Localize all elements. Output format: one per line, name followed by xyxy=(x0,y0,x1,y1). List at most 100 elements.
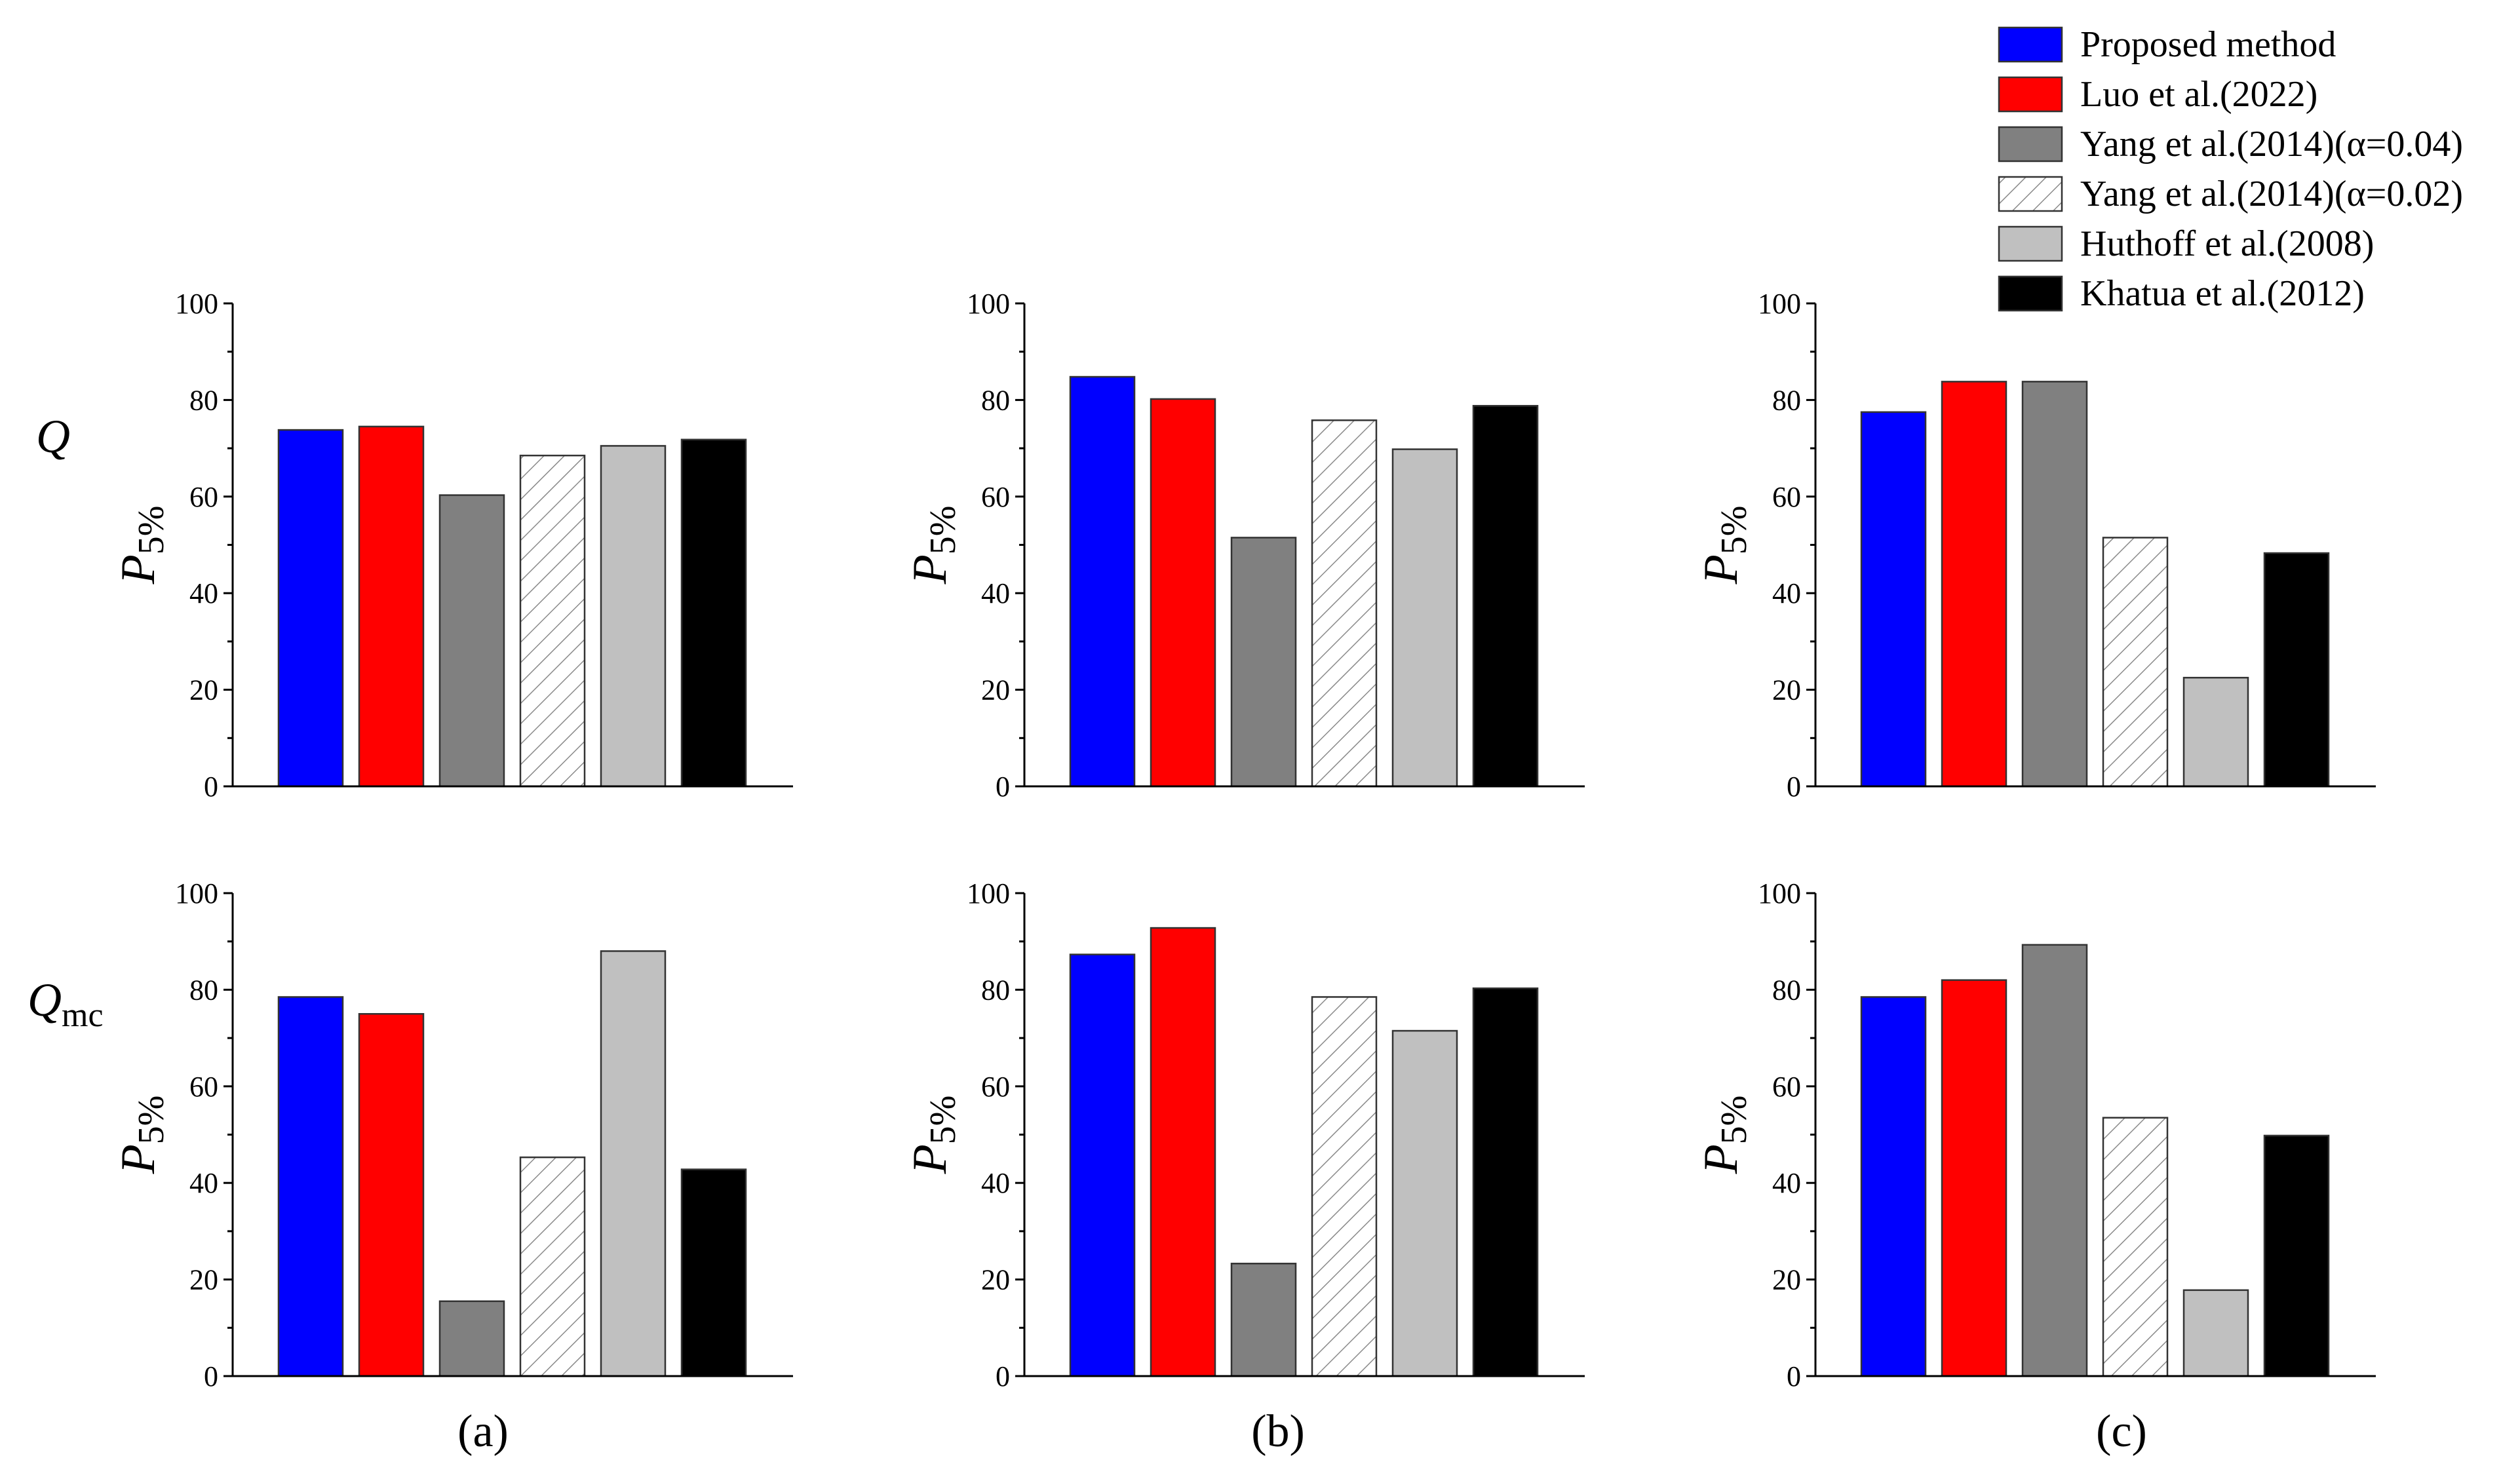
panel-qmc-c-ytick-label: 100 xyxy=(1758,877,1801,910)
legend-label-khatua: Khatua et al.(2012) xyxy=(2080,273,2365,314)
panel-qmc-a-bar-khatua xyxy=(680,1168,747,1377)
legend-label-yang002: Yang et al.(2014)(α=0.02) xyxy=(2080,174,2463,214)
panel-q-b-bar-huthoff xyxy=(1391,448,1458,788)
panel-qmc-a-ylabel: P5% xyxy=(111,1096,172,1175)
panel-qmc-b-ytick-label: 0 xyxy=(996,1360,1010,1392)
panel-qmc-a-bar-yang002 xyxy=(519,1156,586,1377)
panel-q-c-ytick-label: 20 xyxy=(1772,674,1801,706)
panel-q-c-ytick-label: 60 xyxy=(1772,481,1801,513)
panel-q-a-bar-proposed xyxy=(277,429,344,788)
panel-q-a-ylabel: P5% xyxy=(111,506,172,585)
panel-qmc-c-bar-khatua xyxy=(2263,1134,2330,1377)
panel-q-a-ytick-label: 60 xyxy=(189,481,218,513)
panel-q-b-ytick-label: 80 xyxy=(981,384,1010,416)
panel-q-b-ytick-label: 60 xyxy=(981,481,1010,513)
panel-qmc-a-ytick-label: 100 xyxy=(175,877,218,910)
panel-q-a-bar-khatua xyxy=(680,438,747,788)
panel-q-b-ylabel: P5% xyxy=(903,506,963,585)
panel-qmc-b: 0 20 40 60 80 100 P5% xyxy=(903,877,1585,1392)
panel-q-c-bar-yang004 xyxy=(2021,381,2088,788)
panel-qmc-a-ytick-label: 60 xyxy=(189,1071,218,1103)
panel-q-a-bar-huthoff xyxy=(600,445,667,788)
chart-panels: 0 20 40 60 80 100 P5% 0 20 40 60 80 100 P5% 0 20 40 60 80 1… xyxy=(111,288,2376,1392)
panel-qmc-c-ytick-label: 0 xyxy=(1787,1360,1801,1392)
legend-swatch-yang004 xyxy=(1998,126,2063,163)
panel-q-b-bar-yang004 xyxy=(1230,537,1297,788)
panel-qmc-c-ylabel: P5% xyxy=(1694,1096,1754,1175)
panel-qmc-c-bar-huthoff xyxy=(2182,1289,2249,1377)
panel-q-c-ytick-label: 0 xyxy=(1787,771,1801,803)
panel-qmc-b-bar-proposed xyxy=(1069,953,1136,1377)
legend-label-huthoff: Huthoff et al.(2008) xyxy=(2080,223,2374,264)
panel-q-a-ytick-label: 100 xyxy=(175,288,218,320)
panel-qmc-b-bar-huthoff xyxy=(1391,1029,1458,1377)
legend-swatch-huthoff xyxy=(1998,225,2063,262)
panel-qmc-a-ytick-label: 20 xyxy=(189,1264,218,1296)
panel-label-b: (b) xyxy=(1251,1406,1305,1457)
panel-q-a-bar-luo xyxy=(358,425,425,788)
panel-qmc-c-bar-yang002 xyxy=(2102,1117,2169,1377)
panel-qmc-c: 0 20 40 60 80 100 P5% xyxy=(1694,877,2376,1392)
panel-q-a-ytick-label: 20 xyxy=(189,674,218,706)
panel-qmc-b-ytick-label: 40 xyxy=(981,1167,1010,1199)
panel-q-b-bar-khatua xyxy=(1472,404,1539,788)
panel-q-c-bar-luo xyxy=(1941,381,2007,788)
panel-qmc-b-ytick-label: 20 xyxy=(981,1264,1010,1296)
panel-qmc-b-bar-yang004 xyxy=(1230,1263,1297,1377)
panel-qmc-b-bar-luo xyxy=(1150,927,1216,1377)
panel-q-a-ytick-label: 80 xyxy=(189,384,218,416)
panel-q-c-bar-yang002 xyxy=(2102,537,2169,788)
panel-q-b-ytick-label: 0 xyxy=(996,771,1010,803)
panel-qmc-c-ytick-label: 20 xyxy=(1772,1264,1801,1296)
panel-q-c-bar-huthoff xyxy=(2182,676,2249,788)
panel-q-b: 0 20 40 60 80 100 P5% xyxy=(903,288,1585,803)
panel-q-b-bar-yang002 xyxy=(1311,419,1378,788)
panel-qmc-a-ytick-label: 0 xyxy=(204,1360,218,1392)
legend-label-yang004: Yang et al.(2014)(α=0.04) xyxy=(2080,124,2463,164)
panel-q-a-bar-yang002 xyxy=(519,454,586,788)
panel-q-b-ytick-label: 20 xyxy=(981,674,1010,706)
panel-qmc-a: 0 20 40 60 80 100 P5% xyxy=(111,877,793,1392)
panel-q-c-bar-khatua xyxy=(2263,552,2330,788)
legend-swatch-khatua xyxy=(1998,275,2063,312)
panel-q-a: 0 20 40 60 80 100 P5% xyxy=(111,288,793,803)
panel-label-a: (a) xyxy=(457,1406,509,1457)
panel-qmc-a-bar-huthoff xyxy=(600,950,667,1377)
panel-q-c-bar-proposed xyxy=(1860,411,1927,788)
panel-q-c-ytick-label: 100 xyxy=(1758,288,1801,320)
panel-qmc-a-ytick-label: 80 xyxy=(189,974,218,1006)
panel-qmc-a-ytick-label: 40 xyxy=(189,1167,218,1199)
panel-label-c: (c) xyxy=(2096,1406,2147,1457)
panel-q-b-ytick-label: 40 xyxy=(981,577,1010,609)
panel-qmc-b-bar-yang002 xyxy=(1311,996,1378,1377)
panel-qmc-a-bar-luo xyxy=(358,1013,425,1377)
panel-qmc-b-ytick-label: 60 xyxy=(981,1071,1010,1103)
panel-q-c: 0 20 40 60 80 100 P5% xyxy=(1694,288,2376,803)
legend-label-luo: Luo et al.(2022) xyxy=(2080,74,2317,115)
legend-swatch-yang002 xyxy=(1998,176,2063,212)
panel-qmc-c-bar-yang004 xyxy=(2021,944,2088,1377)
panel-qmc-b-ytick-label: 80 xyxy=(981,974,1010,1006)
row-label-qmc: Qmc xyxy=(28,974,104,1034)
row-label-q: Q xyxy=(36,410,70,463)
panel-q-b-ytick-label: 100 xyxy=(967,288,1010,320)
panel-qmc-a-bar-proposed xyxy=(277,996,344,1377)
legend: Proposed method Luo et al.(2022) Yang et a… xyxy=(1998,24,2463,314)
panel-q-a-ytick-label: 0 xyxy=(204,771,218,803)
panel-qmc-b-ylabel: P5% xyxy=(903,1096,963,1175)
panel-q-a-bar-yang004 xyxy=(438,494,505,788)
panel-q-b-bar-luo xyxy=(1150,398,1216,788)
panel-qmc-c-ytick-label: 40 xyxy=(1772,1167,1801,1199)
legend-swatch-luo xyxy=(1998,76,2063,113)
legend-label-proposed: Proposed method xyxy=(2080,24,2336,65)
panel-qmc-b-bar-khatua xyxy=(1472,987,1539,1377)
panel-q-b-bar-proposed xyxy=(1069,375,1136,788)
panel-qmc-c-ytick-label: 80 xyxy=(1772,974,1801,1006)
panel-q-c-ytick-label: 40 xyxy=(1772,577,1801,609)
panel-qmc-b-ytick-label: 100 xyxy=(967,877,1010,910)
panel-qmc-c-bar-luo xyxy=(1941,979,2007,1377)
panel-q-c-ytick-label: 80 xyxy=(1772,384,1801,416)
panel-qmc-a-bar-yang004 xyxy=(438,1300,505,1377)
panel-qmc-c-ytick-label: 60 xyxy=(1772,1071,1801,1103)
